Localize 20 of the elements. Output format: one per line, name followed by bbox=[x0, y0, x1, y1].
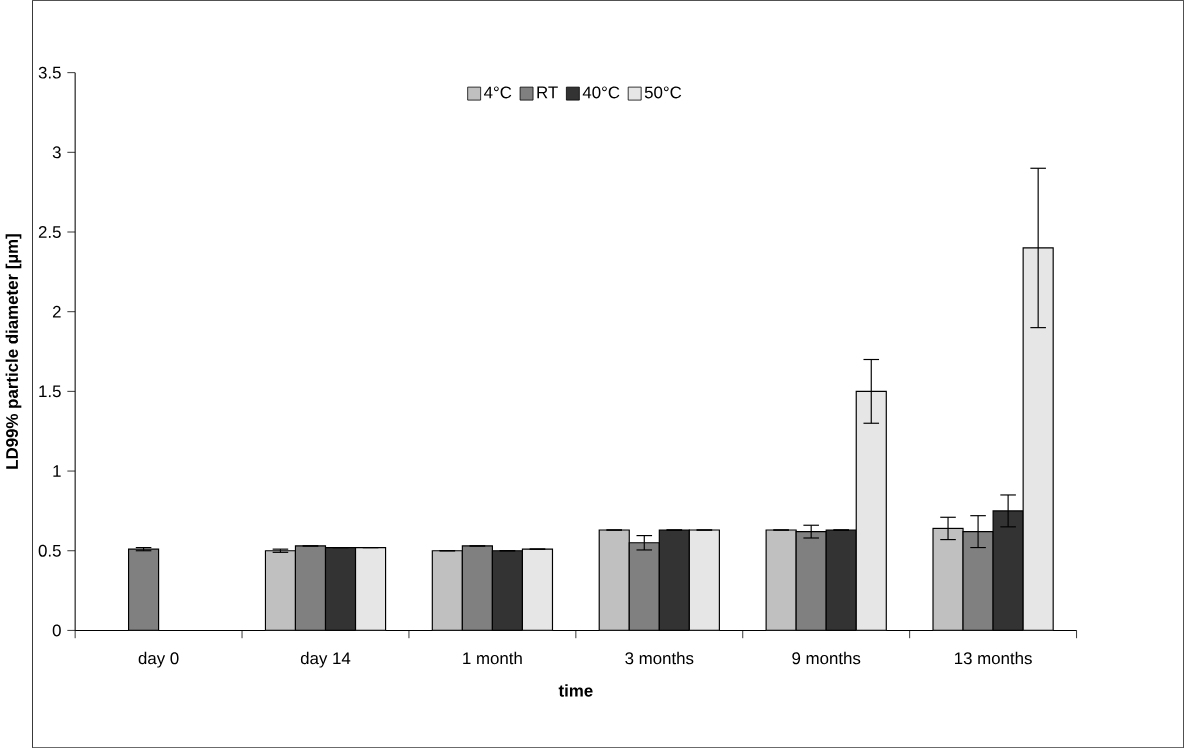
y-tick-label: 1.5 bbox=[39, 385, 61, 398]
x-tick-label: day 0 bbox=[138, 651, 179, 668]
y-tick-label: 2.5 bbox=[38, 225, 61, 238]
x-tick-label: 13 months bbox=[955, 651, 1032, 665]
y-tick-label: 3.5 bbox=[38, 66, 61, 79]
x-tick-label: 9 months bbox=[792, 651, 861, 665]
legend-label: 4°C bbox=[484, 86, 512, 99]
x-tick-label: 1 month bbox=[463, 651, 522, 665]
y-tick-label: 0.5 bbox=[38, 544, 61, 557]
legend-label: RT bbox=[537, 86, 558, 99]
legend-label: 50°C bbox=[644, 86, 682, 99]
y-tick-label: 0 bbox=[52, 624, 61, 637]
x-axis-title: time bbox=[558, 684, 593, 697]
x-tick-label: day 14 bbox=[300, 651, 351, 668]
legend-label: 40°C bbox=[582, 86, 620, 99]
y-tick-label: 2 bbox=[52, 305, 61, 318]
x-tick-label: 3 months bbox=[625, 651, 694, 665]
y-tick-label: 3 bbox=[52, 146, 61, 159]
y-axis-title: LD99% particle diameter [µm] bbox=[5, 234, 22, 469]
y-tick-label: 1 bbox=[53, 465, 61, 477]
